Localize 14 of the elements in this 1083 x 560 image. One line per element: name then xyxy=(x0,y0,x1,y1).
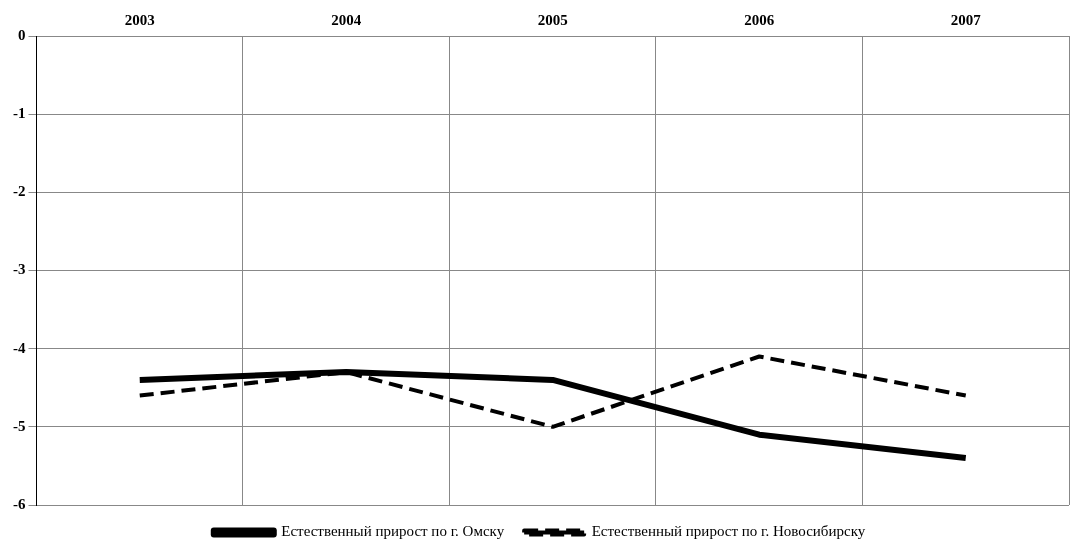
x-tick-label: 2005 xyxy=(537,11,568,28)
x-tick-label: 2006 xyxy=(744,11,775,28)
x-tick-label: 2003 xyxy=(124,11,155,28)
y-tick-label: 0 xyxy=(18,26,26,43)
y-tick-label: -4 xyxy=(13,339,26,356)
x-tick-label: 2007 xyxy=(950,11,982,28)
legend-label: Естественный прирост по г. Новосибирску xyxy=(591,523,866,540)
y-tick-label: -2 xyxy=(13,183,26,200)
x-tick-label: 2004 xyxy=(331,11,362,28)
y-tick-label: -6 xyxy=(13,495,26,512)
legend-label: Естественный прирост по г. Омску xyxy=(281,523,505,540)
y-tick-label: -5 xyxy=(13,417,26,434)
y-tick-label: -3 xyxy=(13,261,26,278)
y-tick-label: -1 xyxy=(13,105,26,122)
